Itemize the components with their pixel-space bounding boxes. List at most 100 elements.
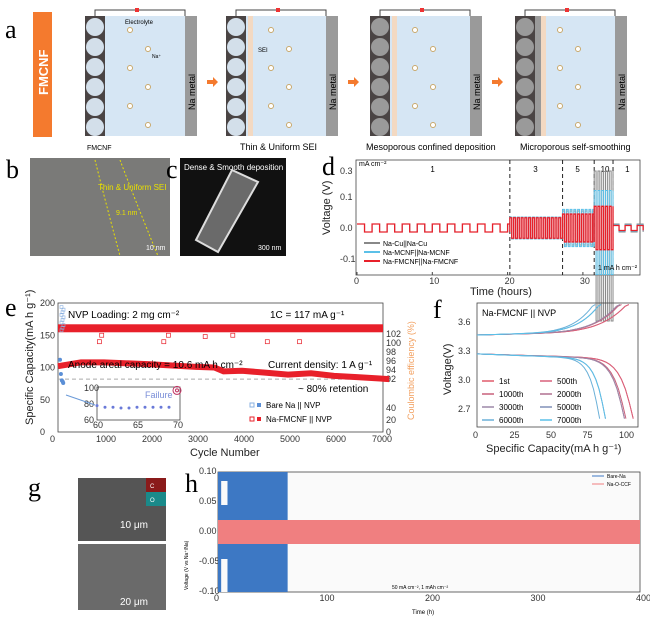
na-ion-icon: [286, 122, 292, 128]
na-ion-label: Na⁺: [152, 54, 161, 60]
panel-label-b: b: [6, 155, 19, 184]
ce-outlier-point: [166, 332, 171, 338]
pore: [516, 18, 534, 36]
segment-current-label: 1: [625, 165, 630, 174]
caption-2: Thin & Uniform SEI: [240, 142, 317, 152]
bare-na-ce-point: [61, 315, 66, 320]
e-ann-loading: NVP Loading: 2 mg cm⁻²: [68, 310, 180, 321]
coulombic-efficiency-band: [58, 324, 383, 333]
x-tick-label: 20: [505, 276, 515, 286]
x-tick-label: 300: [531, 593, 546, 603]
plot-frame: [96, 386, 181, 421]
discharge-curve: [476, 353, 606, 419]
x-tick-label: 400: [636, 593, 650, 603]
bare-na-ce-point: [59, 313, 64, 317]
battery-icon: [276, 8, 280, 12]
schematic-cells: Na metal Na metal Na metal Na metal Electrol…: [85, 8, 627, 136]
pore: [86, 58, 104, 76]
bare-na-ce-point: [59, 305, 64, 309]
na-metal: [185, 16, 197, 136]
x-tick-label: 0: [354, 276, 359, 286]
na-metal: [615, 16, 627, 136]
caption-1: FMCNF: [87, 145, 112, 152]
chart-h: 0 100 200 300 400 0.10 0.05 0.00 -0.05 -0.10: [199, 466, 650, 603]
sei-boundary: [94, 159, 159, 257]
ce-outlier-point: [264, 339, 270, 345]
e-legend-fmcnf: Na-FMCNF || NVP: [266, 415, 332, 424]
inset-y-tick: 80: [84, 399, 94, 409]
bare-na-ce-point: [60, 325, 65, 330]
panel-label-c: c: [166, 155, 178, 184]
pore: [371, 58, 389, 76]
y-tick-label: 0.3: [340, 166, 353, 176]
discharge-curve: [476, 353, 606, 419]
x-tick-label: 75: [583, 430, 593, 440]
ce-outlier-point: [202, 334, 208, 339]
na-metal-label: Na metal: [617, 74, 627, 110]
tem-scale: 10 nm: [146, 245, 166, 252]
inset-point: [95, 404, 99, 408]
battery-icon: [135, 8, 139, 12]
y-tick-label: 200: [40, 298, 55, 308]
electrolyte-label: Electrolyte: [125, 20, 154, 26]
x-tick-label: 3000: [188, 434, 208, 444]
wire: [235, 9, 327, 16]
inset-point: [159, 405, 163, 409]
inset-point: [167, 405, 171, 409]
bare-na-ce-point: [60, 318, 65, 322]
inset-x-tick: 65: [133, 420, 143, 430]
e-ann-1c: 1C = 117 mA g⁻¹: [270, 310, 345, 321]
pore: [227, 58, 245, 76]
inset-point: [175, 388, 179, 393]
y-tick-label: 0.10: [199, 466, 217, 476]
legend-label: 1st: [499, 377, 510, 386]
segment-current-label: 3: [533, 165, 538, 174]
na-metal-label: Na metal: [187, 74, 197, 110]
y2-tick-label: 96: [386, 356, 396, 366]
smooth-deposit: [535, 16, 541, 136]
inset-x-tick: 60: [93, 420, 103, 430]
x-tick-label: 200: [425, 593, 440, 603]
caption-4: Microporous self-smoothing: [520, 142, 631, 152]
e-legend-bare: Bare Na || NVP: [266, 401, 320, 410]
plot-frame: [355, 159, 641, 276]
y-tick-label: -0.05: [199, 556, 220, 566]
tem-label: Thin & Uniform SEI: [98, 183, 166, 192]
na-ion-icon: [557, 65, 563, 71]
battery-icon: [565, 8, 569, 12]
inset-pointer: [65, 394, 96, 406]
na-ion-icon: [430, 122, 436, 128]
na-ion-icon: [286, 46, 292, 52]
sei-label: SEI: [258, 48, 268, 54]
caption-3: Mesoporous confined deposition: [366, 142, 496, 152]
h-ylabel: Voltage (V vs Na⁺/Na): [184, 540, 190, 590]
legend-swatch: [257, 417, 261, 421]
inset-point: [151, 405, 155, 409]
panel-label-d: d: [322, 152, 335, 181]
y2-tick-label: 40: [386, 403, 396, 413]
y2-tick-label: 92: [386, 374, 396, 384]
eds-o-label: O: [150, 498, 155, 504]
capacity-series: [57, 359, 390, 383]
pore: [516, 118, 534, 136]
panel-label-a: a: [5, 15, 17, 44]
x-tick-label: 4000: [234, 434, 254, 444]
y-tick-label: 0.0: [340, 223, 353, 233]
x-tick-label: 0: [50, 434, 55, 444]
e-ann-current: Current density: 1 A g⁻¹: [268, 360, 373, 371]
y-tick-label: 3.3: [458, 346, 471, 356]
g-scale-top: 10 μm: [120, 520, 148, 531]
bare-na-point: [61, 380, 66, 385]
na-metal: [470, 16, 482, 136]
sei-layer: [392, 16, 397, 136]
inset-point: [143, 405, 147, 409]
ce-outlier-point: [97, 339, 102, 345]
inset-point: [111, 405, 115, 409]
y2-tick-label: 98: [386, 347, 396, 357]
na-ion-icon: [127, 65, 133, 71]
fmcnf-side-bar: [33, 12, 52, 137]
h-xlabel: Time (h): [412, 610, 434, 616]
panel-label-e: e: [5, 293, 17, 322]
pore: [371, 38, 389, 56]
na-ion-icon: [575, 122, 581, 128]
